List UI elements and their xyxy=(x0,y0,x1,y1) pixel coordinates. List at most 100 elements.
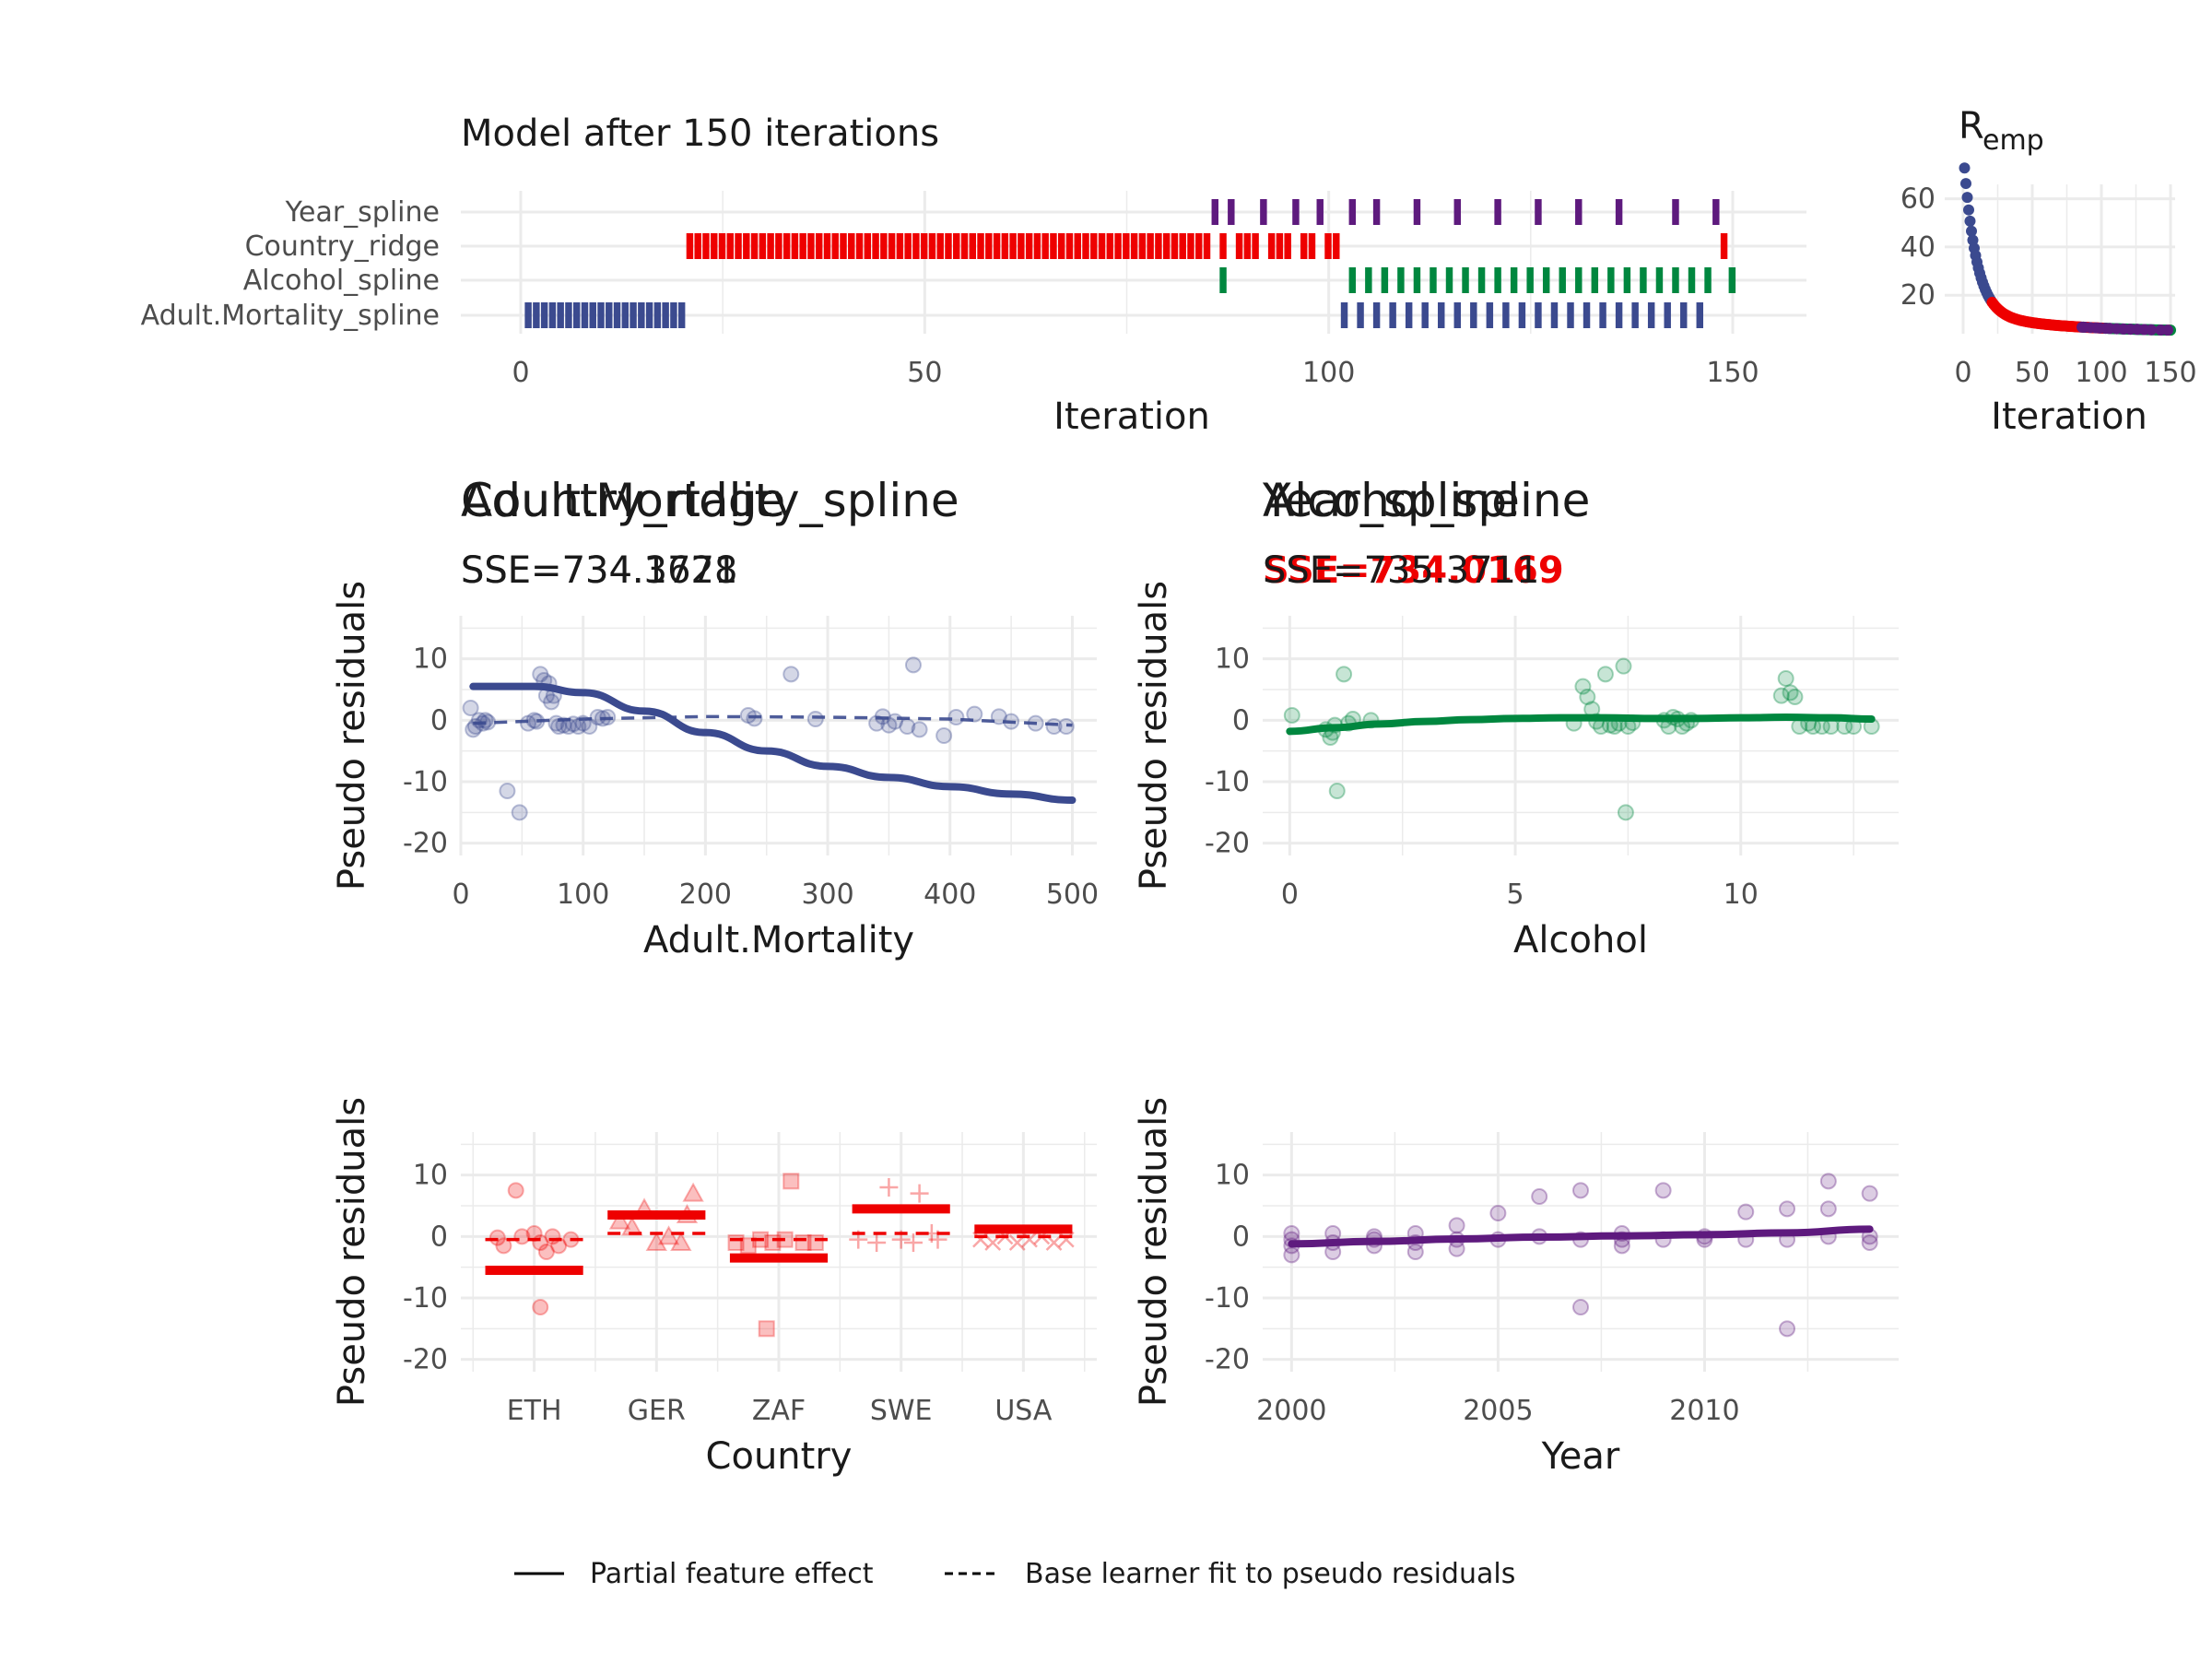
iteration-mark xyxy=(565,302,572,328)
panel-y-tick: -10 xyxy=(403,766,448,798)
iteration-mark xyxy=(953,233,960,259)
iteration-mark xyxy=(597,302,605,328)
panel-y-tick: 10 xyxy=(1215,643,1250,676)
risk-x-label: Iteration xyxy=(1991,395,2147,438)
risk-x-tick: 150 xyxy=(2144,357,2196,389)
iteration-mark xyxy=(1267,233,1276,259)
iteration-mark xyxy=(718,233,726,259)
iteration-mark xyxy=(1672,199,1679,225)
panel-y-tick: -10 xyxy=(403,1282,448,1315)
iteration-mark xyxy=(743,233,750,259)
residual-point xyxy=(806,711,824,727)
residual-point xyxy=(1057,718,1075,735)
iterations-row-label: Country_ridge xyxy=(245,230,440,263)
iteration-mark xyxy=(702,233,710,259)
iteration-mark xyxy=(621,302,629,328)
iteration-mark xyxy=(1316,199,1324,225)
residual-point xyxy=(867,1233,887,1252)
iteration-mark xyxy=(606,302,613,328)
iteration-mark xyxy=(1009,233,1017,259)
partial-effect-line xyxy=(1288,1225,1874,1248)
iteration-mark xyxy=(1494,267,1501,293)
iteration-mark xyxy=(1615,302,1623,328)
iteration-mark xyxy=(1526,267,1534,293)
iterations-x-label: Iteration xyxy=(1053,395,1210,438)
iteration-mark xyxy=(1728,267,1736,293)
iteration-mark xyxy=(1607,267,1615,293)
panel-x-label: Adult.Mortality xyxy=(643,919,914,961)
panel-y-tick: -20 xyxy=(403,1344,448,1376)
residual-point xyxy=(904,656,922,674)
panel-x-tick: 2005 xyxy=(1463,1395,1533,1427)
panel-y-label: Pseudo residuals xyxy=(1133,581,1175,890)
panel-y-label: Pseudo residuals xyxy=(331,581,373,890)
residual-point xyxy=(739,1237,757,1255)
iteration-mark xyxy=(1300,233,1308,259)
residual-point xyxy=(645,1231,668,1251)
risk-y-tick: 60 xyxy=(1900,183,1936,216)
iteration-mark xyxy=(1647,302,1655,328)
residual-point xyxy=(1772,687,1790,704)
residual-point xyxy=(1819,1200,1837,1218)
residual-point xyxy=(499,783,516,799)
residual-point xyxy=(935,727,953,744)
iteration-mark xyxy=(1559,267,1566,293)
iteration-mark xyxy=(1413,199,1421,225)
iteration-mark xyxy=(1712,199,1720,225)
iteration-mark xyxy=(1542,267,1550,293)
adult-mortality-panel: Adult.Mortality_spline SSE=734.3721 Pseudo… xyxy=(331,474,1099,961)
residual-point xyxy=(972,1231,989,1248)
iteration-mark xyxy=(1106,233,1114,259)
panel-y-tick: -20 xyxy=(403,828,448,860)
iteration-mark xyxy=(1445,267,1453,293)
panel-y-tick: 10 xyxy=(413,643,448,676)
panel-y-label: Pseudo residuals xyxy=(1133,1097,1175,1407)
residual-point xyxy=(1737,1203,1755,1221)
panel-x-label: Year xyxy=(1541,1435,1620,1478)
residual-point xyxy=(511,804,528,821)
risk-point xyxy=(1959,162,1971,174)
iteration-mark xyxy=(1348,199,1357,225)
panel-x-tick: ETH xyxy=(507,1395,562,1427)
panel-x-tick: 500 xyxy=(1046,879,1099,911)
panel-x-tick: ZAF xyxy=(752,1395,806,1427)
panel-x-tick: 300 xyxy=(801,879,853,911)
panel-x-tick: 10 xyxy=(1724,879,1759,911)
iteration-mark xyxy=(840,233,847,259)
iteration-mark xyxy=(1575,267,1583,293)
risk-y-tick: 20 xyxy=(1900,279,1936,312)
residual-point xyxy=(1448,1217,1465,1234)
residual-point xyxy=(880,716,898,734)
residual-point xyxy=(990,708,1007,725)
iteration-mark xyxy=(1518,302,1526,328)
iteration-mark xyxy=(993,233,1001,259)
risk-point xyxy=(1960,178,1971,190)
panel-x-tick: 100 xyxy=(557,879,609,911)
iteration-mark xyxy=(1123,233,1130,259)
panel-x-tick: SWE xyxy=(870,1395,933,1427)
panel-y-tick: 10 xyxy=(1215,1160,1250,1192)
iteration-mark xyxy=(1228,199,1235,225)
residual-point xyxy=(532,666,549,683)
iteration-mark xyxy=(1430,267,1437,293)
residual-point xyxy=(670,1231,692,1251)
iteration-mark xyxy=(1114,233,1122,259)
iteration-mark xyxy=(1477,267,1486,293)
iteration-mark xyxy=(533,302,540,328)
residual-point xyxy=(903,1233,923,1252)
residual-point xyxy=(507,1182,524,1199)
iteration-mark xyxy=(791,233,799,259)
residual-point xyxy=(1777,670,1794,687)
residual-point xyxy=(910,1184,929,1203)
iteration-mark xyxy=(960,233,969,259)
iteration-mark xyxy=(1453,199,1462,225)
risk-point xyxy=(1964,215,1976,227)
iteration-mark xyxy=(855,233,864,259)
panel-y-tick: -20 xyxy=(1205,1344,1250,1376)
residual-point xyxy=(537,1244,555,1260)
iteration-mark xyxy=(1348,267,1357,293)
iteration-mark xyxy=(1340,302,1348,328)
iteration-mark xyxy=(572,302,581,328)
iteration-mark xyxy=(1057,233,1065,259)
iteration-mark xyxy=(1567,302,1574,328)
